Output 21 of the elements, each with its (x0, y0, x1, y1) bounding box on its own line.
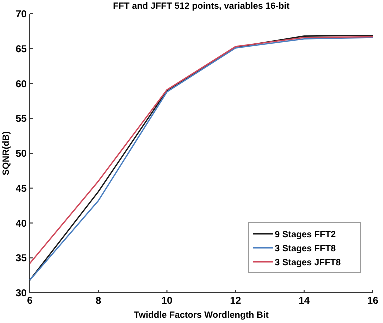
y-tick-label: 30 (16, 288, 28, 300)
y-tick-label: 50 (16, 149, 28, 160)
x-tick-label: 8 (96, 296, 102, 307)
y-tick-label: 40 (16, 218, 28, 230)
chart-title: FFT and JFFT 512 points, variables 16-bit (113, 1, 290, 11)
x-tick-label: 14 (298, 296, 310, 307)
y-tick-label: 70 (16, 10, 28, 20)
legend-label: 3 Stages JFFT8 (275, 258, 342, 268)
y-axis-title: SQNR(dB) (1, 132, 11, 176)
y-tick-label: 65 (16, 44, 28, 56)
y-tick-label: 55 (16, 114, 28, 126)
x-tick-label: 6 (27, 296, 34, 307)
legend-label: 9 Stages FFT2 (275, 230, 336, 240)
legend-label: 3 Stages FFT8 (275, 244, 336, 254)
y-tick-label: 45 (16, 184, 28, 195)
x-axis-title: Twiddle Factors Wordlength Bit (134, 310, 269, 320)
x-tick-label: 10 (162, 296, 174, 307)
y-tick-label: 35 (16, 254, 28, 265)
y-tick-label: 60 (16, 79, 28, 90)
x-tick-label: 12 (230, 296, 242, 307)
x-tick-label: 16 (367, 296, 379, 307)
